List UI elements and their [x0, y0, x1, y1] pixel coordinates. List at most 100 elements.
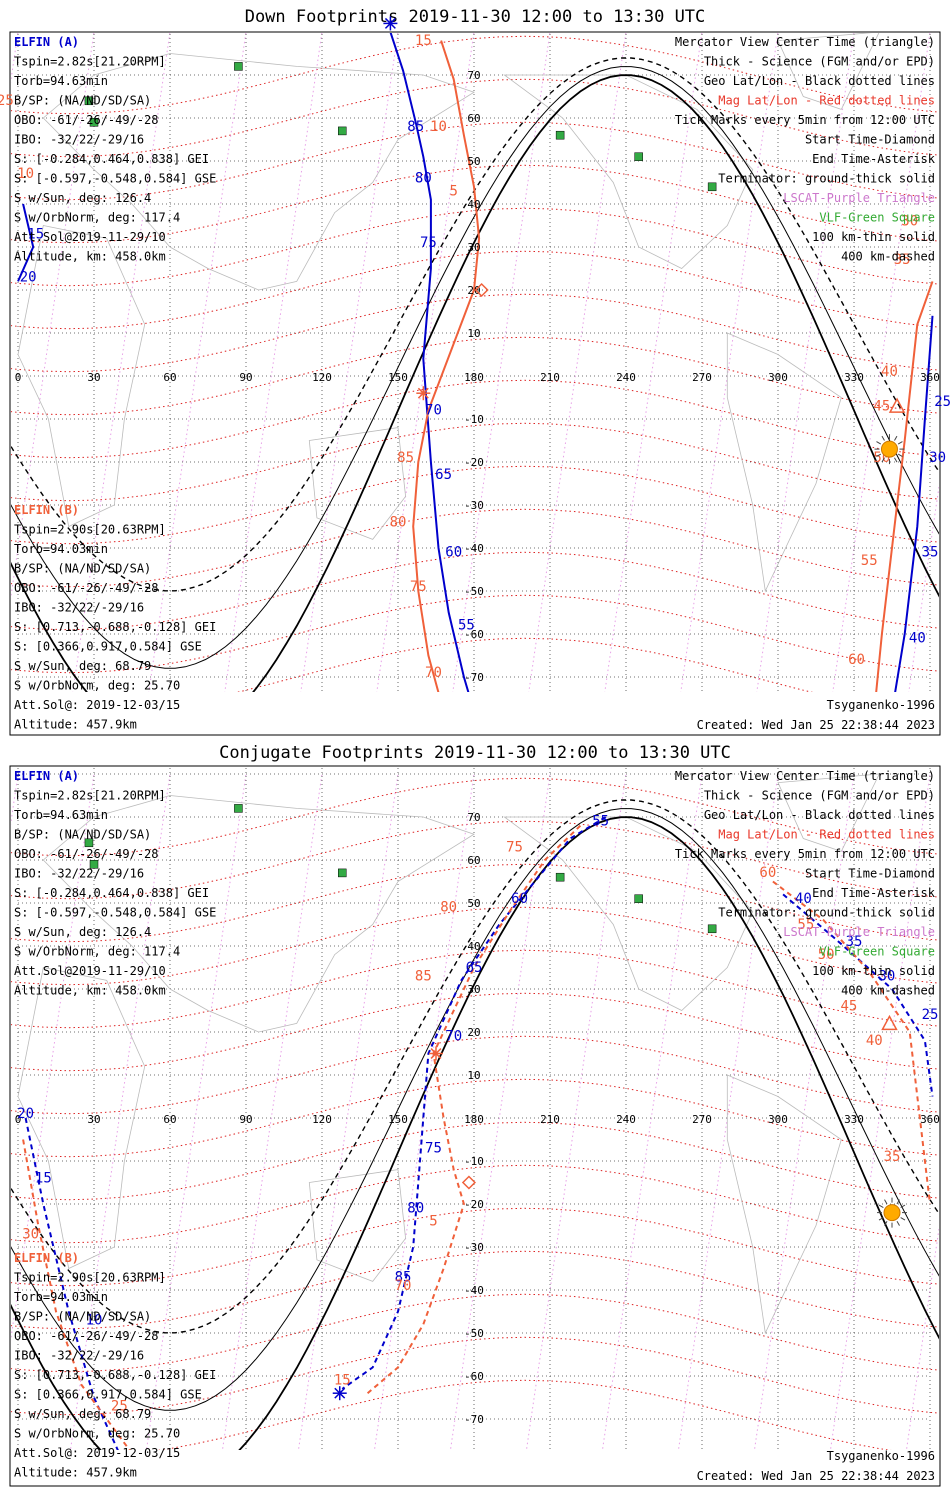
legend-line: Geo Lat/Lon - Black dotted lines	[704, 74, 935, 88]
elfin-a-tick-label: 65	[435, 467, 452, 483]
elfin-b-info-line: Altitude: 457.9km	[14, 718, 137, 732]
lat-tick-label: -30	[464, 499, 484, 512]
coastline	[777, 773, 880, 852]
elfin-a-tick-label: 80	[407, 1201, 424, 1217]
elfin-b-track	[412, 40, 481, 692]
mag-lat-line	[11, 551, 939, 631]
elfin-b-tick-label: 40	[881, 364, 898, 380]
mag-lat-line	[11, 508, 939, 588]
lat-tick-label: 20	[467, 1026, 480, 1039]
elfin-a-info-line: S w/Sun, deg: 126.4	[14, 925, 151, 939]
lat-tick-label: 60	[467, 112, 480, 125]
coastline	[17, 967, 146, 1270]
elfin-a-info-line: S: [-0.597,-0.548,0.584] GSE	[14, 906, 216, 920]
mag-lat-line	[11, 949, 939, 1029]
mag-lon-line	[373, 773, 475, 1450]
elfin-a-track	[782, 893, 934, 1097]
elfin-a-tick-label: 30	[929, 450, 946, 466]
elfin-a-tick-label: 40	[795, 891, 812, 907]
elfin-b-info-line: S: [0.366,0.917,0.584] GSE	[14, 1388, 202, 1402]
mag-lat-line	[236, 637, 813, 692]
legend-line: Thick - Science (FGM and/or EPD)	[704, 789, 935, 803]
elfin-b-info-line: S w/Sun, deg: 68.79	[14, 1407, 151, 1421]
mag-lat-line	[11, 1336, 939, 1416]
lon-tick-label: 210	[540, 371, 560, 384]
continents	[17, 773, 880, 1335]
lat-tick-label: 70	[467, 69, 480, 82]
elfin-a-tick-label: 10	[86, 1312, 103, 1328]
sun-ray	[894, 457, 898, 463]
elfin-a-track	[17, 203, 35, 282]
mag-lon-line	[376, 33, 475, 692]
lon-tick-label: 0	[15, 1113, 22, 1126]
mag-lat-line	[11, 1035, 939, 1115]
elfin-a-info-line: S w/OrbNorm, deg: 117.4	[14, 211, 180, 225]
legend-line: Mercator View Center Time (triangle)	[675, 769, 935, 783]
lon-tick-label: 120	[312, 1113, 332, 1126]
legend-line: 400 km-dashed	[841, 250, 935, 264]
sun-ray	[876, 441, 882, 445]
elfin-b-info-line: Torb=94.03min	[14, 1290, 108, 1304]
mag-lon-line	[601, 773, 703, 1450]
mag-lon-line	[72, 33, 171, 692]
elfin-b-info-line: IBO: -32/22/-29/16	[14, 601, 144, 615]
panel-frame	[9, 31, 941, 736]
elfin-b-tick-label: 40	[866, 1033, 883, 1049]
elfin-a-info-line: Torb=94.63min	[14, 74, 108, 88]
end-asterisk-b	[416, 386, 431, 401]
elfin-b-tick-label: 50	[818, 947, 835, 963]
sun-ray	[896, 1199, 900, 1205]
mag-lat-line	[11, 293, 939, 373]
extra-tick-label: 10	[17, 166, 34, 182]
legend-line: VLF-Green Square	[819, 211, 935, 225]
legend-line: Mercator View Center Time (triangle)	[675, 35, 935, 49]
lat-tick-label: 50	[467, 897, 480, 910]
asterisk-stroke	[384, 17, 396, 29]
vlf-station	[634, 152, 643, 161]
end-asterisk-b	[429, 1046, 443, 1061]
created-label: Created: Wed Jan 25 22:38:44 2023	[697, 1469, 935, 1483]
start-diamond	[461, 1175, 476, 1190]
lat-tick-label: 10	[467, 1069, 480, 1082]
elfin-b-tick-label: 15	[334, 1373, 351, 1389]
elfin-a-info-line: Att.Sol@2019-11-29/10	[14, 230, 166, 244]
elfin-b-tick-label: 75	[506, 839, 523, 855]
vlf-station	[234, 62, 243, 71]
elfin-a-tick-label: 35	[846, 934, 863, 950]
elfin-a-info-line: B/SP: (NA/ND/SD/SA)	[14, 828, 151, 842]
coastline	[503, 816, 754, 1011]
elfin-b-tick-label: 70	[395, 1278, 412, 1294]
elfin-b-tick-label: 85	[415, 968, 432, 984]
lon-tick-label: 330	[844, 1113, 864, 1126]
lat-tick-label: -10	[464, 413, 484, 426]
lat-tick-label: -30	[464, 1241, 484, 1254]
elfin-b-info-line: S: [0.713,-0.688,-0.128] GEI	[14, 1368, 216, 1382]
terminator-ground	[11, 74, 939, 692]
sun-icon	[877, 1197, 907, 1228]
legend-line: 100 km-thin solid	[812, 964, 935, 978]
elfin-b-tick-label: 25	[111, 1398, 128, 1414]
elfin-a-tick-label: 35	[922, 545, 939, 561]
elfin-b-tick-label: 45	[841, 999, 858, 1015]
lat-tick-label: -70	[464, 1413, 484, 1426]
coastline	[308, 427, 407, 540]
mag-lat-line	[11, 422, 939, 502]
elfin-a-tick-label: 25	[934, 394, 950, 410]
elfin-b-tick-label: 75	[410, 579, 427, 595]
geo-grid	[17, 34, 931, 692]
sun-ray	[894, 435, 898, 441]
mag-lon-line	[297, 773, 399, 1450]
elfin-a-info-line: S: [-0.597,-0.548,0.584] GSE	[14, 172, 216, 186]
elfin-b-info-line: S: [0.366,0.917,0.584] GSE	[14, 640, 202, 654]
mag-lat-line	[11, 863, 939, 943]
extra-tick-label: 25	[0, 93, 14, 109]
legend-line: Terminator: ground-thick solid	[718, 172, 935, 186]
continents	[17, 33, 880, 593]
lon-tick-label: 60	[163, 371, 176, 384]
lat-tick-label: -40	[464, 1284, 484, 1297]
lat-tick-label: -10	[464, 1155, 484, 1168]
lon-tick-label: 120	[312, 371, 332, 384]
elfin-a-info-line: OBO: -61/-26/-49/-28	[14, 113, 159, 127]
lon-tick-label: 180	[464, 371, 484, 384]
